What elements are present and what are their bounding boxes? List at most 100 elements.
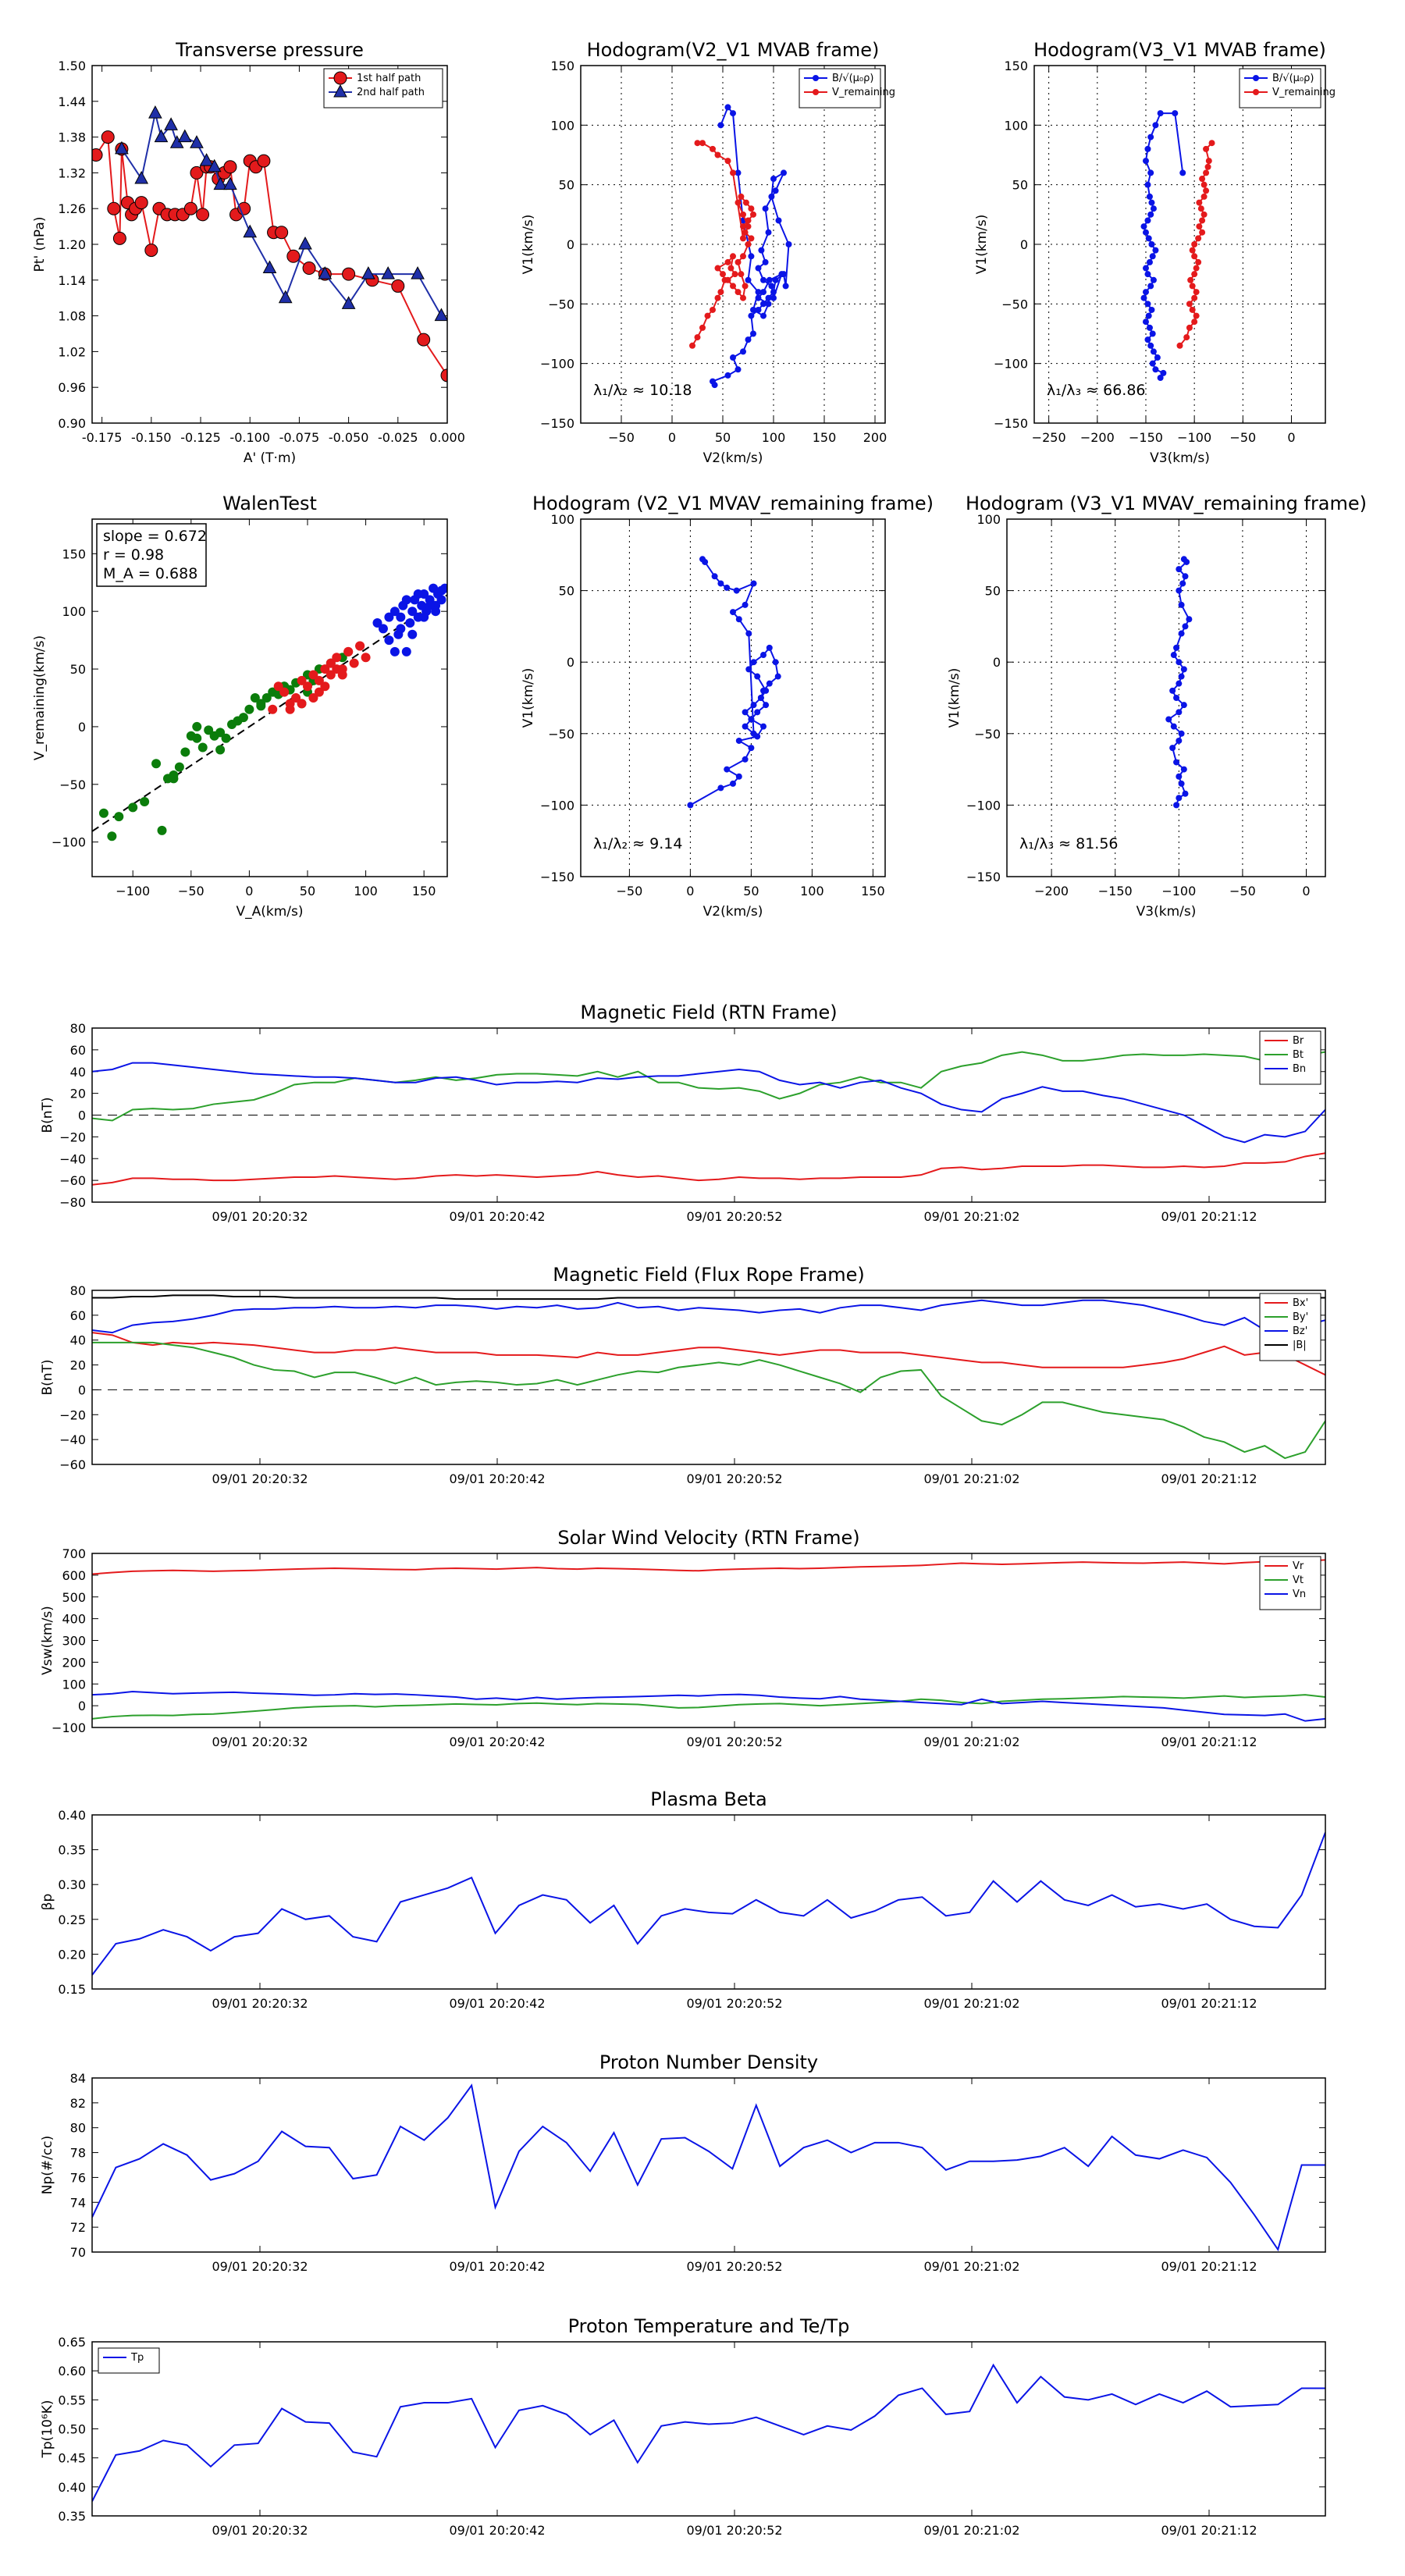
data-point-18 [1180,666,1187,673]
x-axis-label: V2(km/s) [703,450,763,466]
data-point-23 [748,235,755,242]
x-tick-label: 09/01 20:21:12 [1161,1209,1257,1224]
data-point-11 [742,709,749,716]
data-point-22 [766,680,773,687]
data-point-18 [297,699,307,709]
data-point-24 [757,695,764,701]
data-point-16 [1191,241,1198,247]
data-point-1 [378,624,388,634]
data-point-24 [261,693,272,703]
data-point-25 [1142,229,1149,236]
x-axis-label: V2(km/s) [703,904,763,920]
data-point-14 [349,658,359,668]
data-point-13 [197,742,208,753]
data-point-33 [745,223,752,230]
data-point-38 [745,276,752,283]
data-point-16 [735,289,742,296]
data-point-21 [434,308,447,322]
data-point-9 [144,244,158,258]
data-point-2 [699,324,706,331]
data-point-3 [735,366,742,373]
data-point-35 [215,728,226,738]
data-point-7 [1191,294,1198,301]
data-point-legend [333,84,347,98]
y-tick-label: 50 [559,584,574,599]
data-point-23 [355,641,365,651]
data-point-16 [1176,680,1183,687]
data-point-33 [755,294,762,301]
x-axis-label: V_A(km/s) [236,904,303,920]
data-point-20 [320,681,330,692]
data-point-5 [742,756,749,763]
data-point-26 [337,664,347,674]
data-point-21 [774,673,781,680]
data-point-25 [763,702,770,709]
data-point-40 [699,556,706,563]
series-line-0 [92,1831,1325,1976]
chart-title: Transverse pressure [175,39,364,61]
data-point-3 [1149,360,1156,367]
x-tick-label: 09/01 20:20:42 [449,1471,545,1486]
series-group [687,556,781,809]
data-point-27 [1179,580,1186,587]
y-tick-label: −100 [52,1720,86,1735]
data-point-36 [440,368,447,382]
y-tick-label: 0.35 [58,2509,86,2524]
data-point-38 [1157,110,1164,117]
data-point-17 [1150,276,1157,283]
plot-frame [91,1553,1326,1728]
y-tick-label: −50 [1001,297,1028,311]
series-line-vr [92,1559,1325,1575]
plot-frame [1033,65,1326,424]
data-point-8 [199,153,214,166]
series-group [689,104,792,389]
data-point-26 [257,154,271,168]
data-point-18 [768,193,775,200]
data-point-30 [1148,199,1155,206]
data-point-17 [341,296,356,309]
x-tick-label: 50 [300,884,315,898]
data-point-27 [748,716,755,723]
data-point-32 [1144,181,1151,188]
data-point-23 [1182,623,1189,630]
y-tick-label: 150 [1004,59,1028,73]
data-point-7 [750,330,756,337]
y-tick-label: 0 [567,655,574,670]
data-point-19 [1142,265,1149,272]
x-tick-label: 09/01 20:20:52 [686,2523,782,2538]
data-point-23 [407,629,418,639]
series-group [1140,110,1215,381]
data-point-7 [735,737,742,744]
data-point-39 [1172,110,1179,117]
data-point-6 [745,336,752,343]
data-point-2 [384,612,394,622]
plot-frame [91,65,448,424]
y-axis-label: Np(#/cc) [40,2136,55,2194]
data-point-30 [302,262,316,276]
data-point-33 [1147,169,1154,176]
x-tick-label: 09/01 20:20:52 [686,2259,782,2274]
chart-title: Proton Temperature and Te/Tp [568,2315,850,2337]
data-point-12 [1148,306,1155,313]
data-point-31 [735,199,742,206]
legend-label: V_remaining [832,87,895,98]
data-point-22 [396,624,406,634]
data-point-27 [413,589,423,600]
data-point-9 [755,306,762,313]
y-tick-label: 80 [70,1283,86,1298]
data-point-6 [1186,301,1193,308]
data-point-13 [1144,301,1151,308]
x-tick-label: 09/01 20:20:52 [686,1996,782,2011]
data-point-30 [745,630,752,637]
y-tick-label: 150 [62,546,86,561]
data-point-11 [332,653,342,663]
y-tick-label: 0 [567,237,574,252]
y-tick-label: 0 [78,1108,86,1123]
data-point-0 [687,802,694,809]
data-point-36 [750,306,756,313]
x-tick-label: -0.150 [131,430,172,445]
y-axis-label: V1(km/s) [521,668,536,728]
chart-9: Plasma Beta 0.15 0.20 0.25 0.30 0.35 0.40 09/01… [40,1788,1326,2011]
y-tick-label: −60 [59,1173,86,1188]
data-point-8 [314,687,324,697]
